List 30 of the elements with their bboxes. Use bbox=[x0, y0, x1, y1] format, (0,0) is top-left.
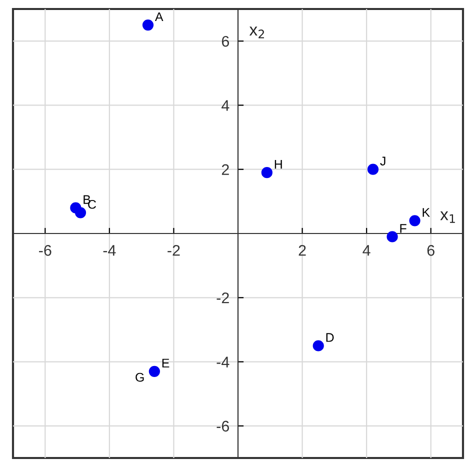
annotation: D bbox=[326, 333, 334, 342]
point bbox=[261, 167, 272, 178]
annotation: F bbox=[400, 224, 406, 233]
y-tick-label: 4 bbox=[222, 100, 230, 111]
annotation: H bbox=[274, 160, 282, 169]
x-tick-label: 6 bbox=[427, 245, 434, 256]
annotation: J bbox=[380, 156, 386, 166]
point bbox=[312, 340, 324, 352]
annotation: G bbox=[136, 372, 144, 382]
point bbox=[142, 19, 154, 31]
y-tick-label: -2 bbox=[216, 292, 229, 304]
y-tick-label: -4 bbox=[216, 356, 230, 368]
point bbox=[74, 207, 86, 218]
annotation: A bbox=[154, 12, 164, 22]
x-tick-label: -6 bbox=[39, 245, 52, 256]
x-tick-label: -4 bbox=[103, 245, 116, 256]
y-axis-title: x$_{2}$ bbox=[249, 26, 264, 38]
annotation: K bbox=[422, 208, 430, 217]
x-tick-label: 4 bbox=[362, 245, 370, 256]
x-tick-label: 2 bbox=[298, 245, 306, 256]
point bbox=[367, 164, 379, 175]
point bbox=[409, 215, 420, 226]
y-tick-label: -6 bbox=[216, 420, 229, 432]
annotation: E bbox=[162, 358, 170, 368]
x-tick-label: -2 bbox=[168, 245, 180, 256]
x-axis-title: x$_{1}$ bbox=[440, 211, 455, 223]
y-tick-label: 2 bbox=[222, 164, 229, 175]
point bbox=[386, 231, 398, 242]
y-tick-label: 6 bbox=[222, 36, 229, 47]
point bbox=[148, 366, 160, 377]
